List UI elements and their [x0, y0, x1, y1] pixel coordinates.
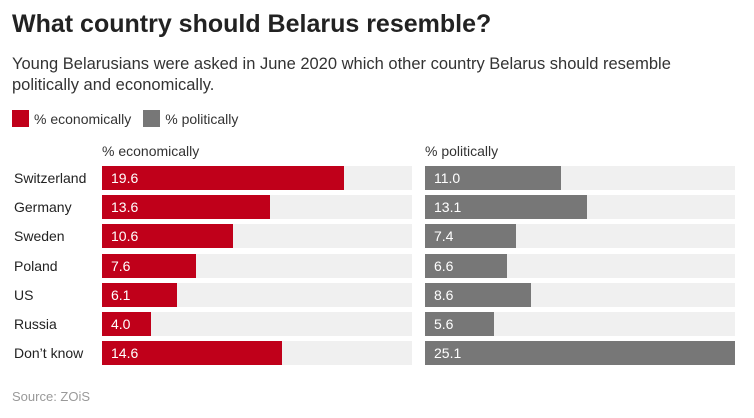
bar-track: 11.0	[425, 166, 735, 190]
legend-label: % politically	[165, 110, 239, 127]
category-label: Germany	[14, 199, 72, 216]
bar: 11.0	[425, 166, 561, 190]
legend-swatch	[143, 110, 161, 127]
data-label: 7.4	[434, 228, 454, 245]
bar-track: 13.1	[425, 195, 735, 220]
bar: 4.0	[102, 312, 152, 336]
bar-track: 14.6	[102, 341, 412, 366]
data-label: 4.0	[111, 316, 131, 332]
bar-track: 7.4	[425, 224, 735, 249]
category-label: Sweden	[14, 228, 65, 245]
bar: 13.6	[102, 195, 270, 220]
data-label: 7.6	[111, 257, 131, 274]
data-label: 5.6	[434, 316, 454, 332]
bar: 13.1	[425, 195, 587, 220]
data-label: 13.1	[434, 199, 462, 216]
data-label: 8.6	[434, 286, 454, 303]
legend-swatch	[12, 110, 29, 127]
chart-subtitle: Young Belarusians were asked in June 202…	[12, 55, 671, 94]
category-label: Poland	[14, 257, 58, 274]
data-label: 11.0	[434, 170, 461, 186]
bar-track: 6.6	[425, 253, 735, 278]
data-label: 19.6	[111, 170, 139, 186]
category-label: Russia	[14, 316, 57, 332]
chart-title: What country should Belarus resemble?	[12, 10, 492, 38]
column-header-economically: % economically	[102, 143, 200, 159]
bar: 7.4	[425, 224, 517, 249]
bar-track: 13.6	[102, 195, 412, 220]
bar-track: 10.6	[102, 224, 412, 249]
bar: 14.6	[102, 341, 283, 366]
category-label: Don’t know	[14, 345, 84, 362]
bar-track: 8.6	[425, 282, 735, 307]
bar: 19.6	[102, 166, 345, 190]
bar-track: 4.0	[102, 312, 412, 336]
data-label: 6.6	[434, 257, 454, 274]
legend: % economically % politically	[12, 110, 250, 127]
data-label: 10.6	[111, 228, 139, 245]
legend-item-economically: % economically	[12, 110, 131, 127]
source-note: Source: ZOiS	[12, 389, 91, 404]
data-label: 6.1	[111, 286, 131, 303]
legend-label: % economically	[34, 110, 132, 127]
bar-track: 19.6	[102, 166, 412, 190]
bar-track: 25.1	[425, 341, 735, 366]
bar-track: 7.6	[102, 253, 412, 278]
bar: 5.6	[425, 312, 495, 336]
legend-item-politically: % politically	[143, 110, 238, 127]
bar: 8.6	[425, 282, 532, 307]
data-label: 14.6	[111, 345, 139, 362]
column-header-politically: % politically	[425, 143, 499, 159]
bar: 10.6	[102, 224, 233, 249]
bar-track: 5.6	[425, 312, 735, 336]
data-label: 25.1	[434, 345, 462, 362]
category-label: US	[14, 286, 34, 303]
data-label: 13.6	[111, 199, 139, 216]
bar-track: 6.1	[102, 282, 412, 307]
bar: 25.1	[425, 341, 735, 366]
bar: 6.6	[425, 253, 507, 278]
bar: 7.6	[102, 253, 196, 278]
bar: 6.1	[102, 282, 178, 307]
category-label: Switzerland	[14, 170, 87, 186]
